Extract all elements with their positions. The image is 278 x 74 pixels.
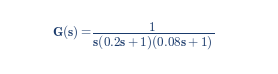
Text: $\mathbf{G(s) = \dfrac{1}{s(0.2s+1)(0.08s+1)}}$: $\mathbf{G(s) = \dfrac{1}{s(0.2s+1)(0.08… — [53, 20, 214, 51]
